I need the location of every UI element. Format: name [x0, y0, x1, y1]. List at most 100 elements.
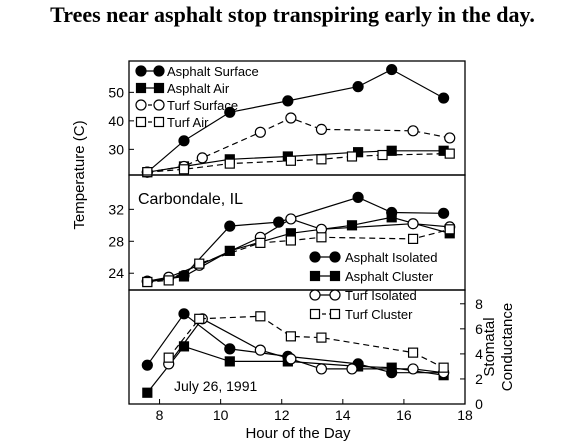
data-point [444, 148, 455, 159]
data-point [407, 218, 419, 230]
data-point [438, 92, 450, 104]
data-point [285, 112, 297, 124]
legend-marker [309, 270, 321, 282]
legend-marker [153, 116, 165, 128]
legend-item-asphalt-isolated: Asphalt Isolated [309, 250, 438, 265]
x-tick-label: 14 [335, 407, 351, 423]
legend-marker [153, 99, 165, 111]
data-point [352, 191, 364, 203]
panel-3: 0 2 4 6 8 July 26, 1991 [128, 289, 483, 412]
data-point [178, 341, 190, 352]
data-point [178, 271, 190, 282]
chart-headline: Trees near asphalt stop transpiring earl… [50, 2, 535, 27]
y-tick-label: 32 [108, 201, 124, 217]
series-turf-isolated [163, 313, 450, 379]
legend-label: Turf Surface [167, 98, 238, 113]
panel-annotation: July 26, 1991 [174, 378, 257, 394]
legend-item-asphalt-air: Asphalt Air [135, 81, 230, 96]
series-turf-cluster [163, 311, 449, 373]
legend-label: Asphalt Surface [167, 64, 259, 79]
data-point [282, 95, 294, 107]
series-turf-cluster [142, 224, 455, 288]
legend-marker [135, 99, 147, 111]
data-point [316, 154, 327, 165]
data-point [163, 352, 174, 363]
y-tick-label: 40 [108, 113, 124, 129]
data-point [285, 235, 296, 246]
data-point [346, 363, 358, 375]
panel-1: 30 40 50 [108, 60, 466, 178]
legend-label: Turf Isolated [345, 288, 417, 303]
y-tick-label: 4 [475, 346, 483, 362]
data-point [438, 207, 450, 219]
y-tick-label: 2 [475, 371, 483, 387]
x-tick-label: 16 [396, 407, 412, 423]
y-tick-label: 0 [475, 396, 483, 412]
legend-label: Turf Cluster [345, 307, 413, 322]
legend-marker [309, 308, 321, 320]
data-point [315, 123, 328, 135]
legend-marker [329, 270, 341, 282]
data-point [285, 353, 297, 365]
data-point [285, 331, 296, 342]
data-point [254, 126, 266, 138]
legend-label: Asphalt Cluster [345, 269, 434, 284]
legend-marker [135, 116, 147, 128]
data-point [142, 167, 153, 178]
legend-marker [329, 289, 341, 301]
y-axis-label: Temperature (C) [71, 120, 88, 229]
data-point [224, 220, 236, 232]
legend-item-turf-cluster: Turf Cluster [309, 307, 413, 322]
series-turf-air [142, 148, 455, 178]
y-tick-label: 8 [475, 296, 483, 312]
x-tick-label: 12 [274, 407, 290, 423]
data-point [407, 347, 419, 358]
data-point [194, 313, 205, 324]
y-tick-label: 28 [108, 233, 124, 249]
data-point [285, 155, 296, 166]
data-point [316, 332, 327, 343]
panel-frame [128, 289, 466, 405]
legend-label: Asphalt Isolated [345, 250, 438, 265]
y-tick-label: 24 [108, 265, 124, 281]
panel-annotation: Carbondale, IL [138, 191, 243, 208]
legend-item-turf-isolated: Turf Isolated [309, 288, 417, 303]
data-point [377, 149, 388, 161]
data-point [141, 359, 153, 371]
data-point [224, 343, 236, 355]
legend-marker [329, 251, 341, 263]
data-point [386, 362, 397, 373]
data-point [163, 275, 174, 286]
legend-marker [329, 308, 341, 320]
legend-marker [309, 289, 321, 301]
y-tick-label: 30 [108, 141, 124, 157]
data-point [224, 158, 235, 169]
series-line [168, 318, 444, 374]
series-line [147, 153, 450, 173]
y-axis-label-right: StomatalConductance [481, 303, 516, 391]
data-point [444, 132, 456, 144]
y-tick-label: 50 [108, 84, 124, 100]
x-tick-label: 8 [156, 407, 164, 423]
data-point [352, 81, 364, 93]
series-line [168, 315, 444, 369]
data-point [346, 151, 358, 162]
legend-item-asphalt-cluster: Asphalt Cluster [309, 269, 434, 284]
y-axis-label-line: Stomatal [481, 317, 498, 376]
data-point [224, 356, 235, 367]
data-point [407, 363, 419, 375]
data-point [255, 311, 266, 322]
x-tick-label: 18 [457, 407, 473, 423]
y-axis-label-line: Conductance [499, 303, 516, 391]
data-point [386, 212, 397, 223]
data-point [444, 224, 455, 235]
data-point [196, 152, 208, 164]
legend-label: Asphalt Air [167, 81, 230, 96]
data-point [224, 106, 236, 118]
data-point [178, 164, 190, 175]
panel-2: 24 28 32 Carbondale, IL [108, 174, 466, 291]
legend-marker [153, 82, 165, 94]
legend-panel-2: Asphalt Isolated Asphalt Cluster Turf Isol… [309, 250, 438, 322]
data-point [194, 258, 205, 269]
